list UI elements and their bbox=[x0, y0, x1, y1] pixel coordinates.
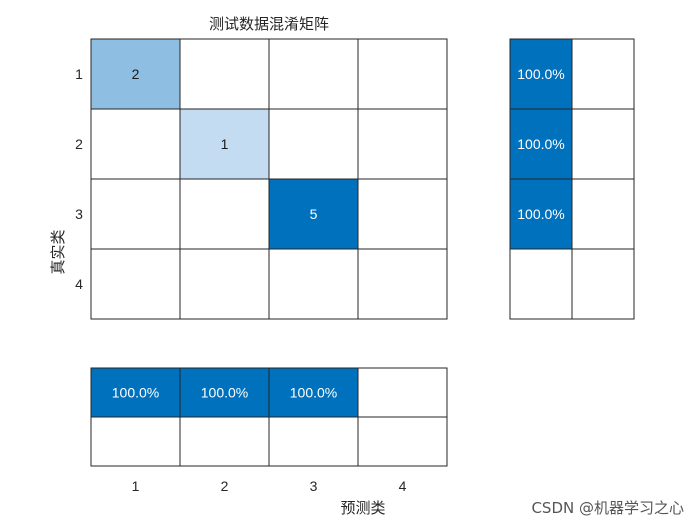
row-summary-cell bbox=[571, 38, 635, 110]
x-tick-label: 3 bbox=[310, 478, 318, 494]
matrix-cell-value: 1 bbox=[221, 136, 229, 152]
matrix-cell bbox=[357, 248, 448, 320]
row-summary-cell bbox=[571, 178, 635, 250]
y-tick-label: 2 bbox=[75, 136, 83, 152]
row-summary-value: 100.0% bbox=[517, 66, 564, 82]
matrix-cell bbox=[90, 248, 181, 320]
matrix-cell bbox=[90, 108, 181, 180]
x-tick-label: 2 bbox=[221, 478, 229, 494]
row-summary-cell bbox=[571, 248, 635, 320]
column-summary-value: 100.0% bbox=[201, 385, 248, 401]
matrix-cell bbox=[357, 178, 448, 250]
row-summary-cell bbox=[509, 108, 573, 180]
y-tick-label: 4 bbox=[75, 276, 83, 292]
matrix-cell bbox=[179, 178, 270, 250]
column-summary-cell bbox=[179, 367, 270, 418]
watermark-text: CSDN @机器学习之心 bbox=[531, 499, 684, 517]
chart-title: 测试数据混淆矩阵 bbox=[209, 15, 329, 33]
matrix-cell-value: 5 bbox=[310, 206, 318, 222]
matrix-cell bbox=[90, 178, 181, 250]
matrix-cell bbox=[90, 38, 181, 110]
row-summary-cell bbox=[509, 38, 573, 110]
column-summary-cell bbox=[268, 367, 359, 418]
column-summary-cell bbox=[357, 367, 448, 418]
row-summary-value: 100.0% bbox=[517, 136, 564, 152]
y-tick-label: 3 bbox=[75, 206, 83, 222]
matrix-cell bbox=[268, 178, 359, 250]
column-summary-value: 100.0% bbox=[290, 385, 337, 401]
matrix-cell bbox=[357, 108, 448, 180]
column-summary-cell bbox=[179, 416, 270, 467]
matrix-cell bbox=[357, 38, 448, 110]
axis-ticks: 1 2 3 4 1 2 3 4 bbox=[75, 66, 407, 494]
matrix-cell bbox=[268, 108, 359, 180]
matrix-cell bbox=[179, 248, 270, 320]
row-summary-cell bbox=[571, 108, 635, 180]
matrix-cell-value: 2 bbox=[132, 66, 140, 82]
column-summary-matrix: 100.0% 100.0% 100.0% bbox=[90, 367, 448, 467]
y-axis-label: 真实类 bbox=[49, 229, 67, 274]
row-summary-matrix: 100.0% 100.0% 100.0% bbox=[509, 38, 635, 320]
x-axis-label: 预测类 bbox=[340, 499, 385, 517]
main-matrix: 2 1 5 bbox=[90, 38, 448, 320]
x-tick-label: 4 bbox=[399, 478, 407, 494]
y-tick-label: 1 bbox=[75, 66, 83, 82]
row-summary-value: 100.0% bbox=[517, 206, 564, 222]
column-summary-value: 100.0% bbox=[112, 385, 159, 401]
column-summary-cell bbox=[357, 416, 448, 467]
row-summary-cell bbox=[509, 248, 573, 320]
x-tick-label: 1 bbox=[132, 478, 140, 494]
row-summary-cell bbox=[509, 178, 573, 250]
